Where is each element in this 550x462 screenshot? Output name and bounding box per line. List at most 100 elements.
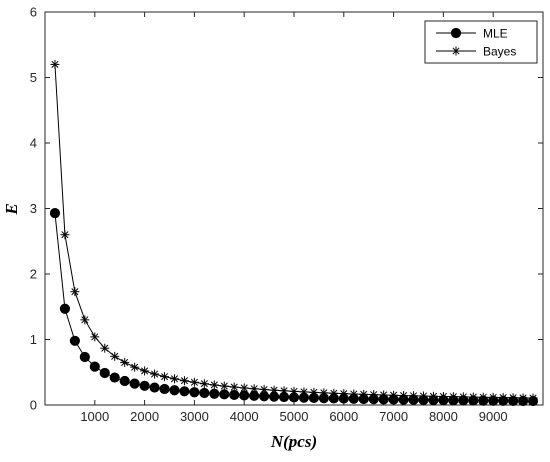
mle-point (229, 389, 240, 401)
x-tick-label: 8000 (429, 409, 458, 424)
bayes-point (140, 366, 150, 376)
mle-point (129, 378, 140, 389)
bayes-point (409, 391, 419, 401)
bayes-point (339, 389, 349, 399)
mle-point (109, 372, 120, 383)
bayes-point-stroke (409, 392, 418, 400)
mle-point (209, 388, 220, 399)
bayes-point-stroke (190, 378, 198, 386)
bayes-point-stroke (240, 384, 248, 392)
bayes-point-stroke (200, 380, 208, 388)
bayes-point-stroke (429, 392, 437, 400)
mle-point (89, 361, 100, 372)
bayes-point-stroke (320, 389, 328, 397)
bayes-point (209, 380, 219, 390)
bayes-point (249, 384, 259, 394)
bayes-point-stroke (230, 383, 238, 391)
mle-point (79, 351, 90, 363)
bayes-point (279, 386, 289, 396)
bayes-point (498, 393, 508, 403)
mle-point (199, 387, 210, 399)
bayes-point-stroke (170, 375, 179, 383)
plot-area (45, 12, 543, 405)
mle-point (219, 389, 230, 400)
bayes-point-stroke (529, 394, 537, 402)
bayes-point (399, 391, 409, 401)
bayes-point-stroke (479, 393, 487, 401)
bayes-point (468, 392, 478, 402)
bayes-point (488, 392, 498, 402)
bayes-point-stroke (400, 392, 408, 400)
bayes-point-stroke (509, 394, 517, 402)
y-tick-label: 5 (30, 70, 37, 85)
bayes-point (448, 392, 458, 402)
bayes-point-stroke (489, 393, 497, 401)
y-tick-label: 1 (30, 332, 37, 347)
bayes-point (418, 391, 428, 401)
bayes-point (528, 393, 538, 403)
bayes-point (451, 46, 461, 56)
bayes-point-stroke (310, 388, 318, 396)
bayes-point (438, 391, 448, 401)
bayes-point-stroke (360, 390, 368, 398)
bayes-point (219, 381, 229, 391)
bayes-point (428, 391, 438, 401)
bayes-point (269, 385, 279, 395)
bayes-point-stroke (151, 370, 159, 378)
mle-point (179, 386, 190, 397)
bayes-point-stroke (449, 393, 457, 401)
bayes-point-stroke (91, 333, 99, 341)
bayes-point-stroke (340, 390, 348, 398)
mle-point (159, 383, 170, 395)
mle-point (149, 382, 160, 393)
y-tick-label: 3 (30, 201, 37, 216)
bayes-point-stroke (439, 392, 447, 401)
bayes-point-stroke (290, 387, 298, 395)
bayes-point (309, 387, 319, 397)
bayes-point-stroke (131, 363, 139, 371)
bayes-point-stroke (459, 393, 467, 401)
bayes-point-stroke (101, 344, 109, 352)
bayes-point-stroke (81, 316, 89, 324)
bayes-point-stroke (330, 389, 338, 397)
bayes-point-stroke (141, 367, 149, 375)
bayes-point (379, 390, 389, 400)
bayes-point (50, 59, 60, 69)
bayes-point (289, 386, 299, 396)
bayes-point (80, 315, 90, 325)
x-tick-label: 3000 (180, 409, 209, 424)
x-tick-label: 6000 (329, 409, 358, 424)
bayes-point (259, 385, 269, 395)
mle-point (189, 387, 200, 398)
y-tick-label: 6 (30, 5, 37, 20)
mle-point (69, 335, 80, 346)
mle-point (119, 375, 130, 387)
legend-box (424, 20, 538, 64)
y-tick-label: 2 (30, 267, 37, 282)
mle-point (139, 380, 150, 391)
bayes-point (189, 377, 199, 387)
bayes-point-stroke (519, 394, 527, 402)
x-axis-title: N(pcs) (270, 432, 317, 451)
bayes-point (150, 369, 160, 379)
bayes-point-stroke (469, 393, 477, 401)
bayes-point-stroke (280, 387, 288, 395)
bayes-point-stroke (270, 386, 278, 394)
bayes-point (299, 387, 309, 397)
mle-point (49, 207, 61, 219)
bayes-point (458, 392, 468, 402)
y-tick-label: 4 (30, 136, 37, 151)
legend: MLE Bayes (424, 20, 538, 64)
bayes-point-stroke (260, 385, 268, 394)
bayes-point-stroke (370, 391, 378, 399)
bayes-point (100, 343, 110, 353)
x-tick-label: 5000 (280, 409, 309, 424)
bayes-point (329, 388, 339, 398)
bayes-point (90, 332, 100, 342)
bayes-point (60, 230, 70, 240)
bayes-point (478, 392, 488, 402)
x-tick-label: 2000 (130, 409, 159, 424)
mle-point (59, 303, 71, 314)
x-tick-label: 4000 (230, 409, 259, 424)
